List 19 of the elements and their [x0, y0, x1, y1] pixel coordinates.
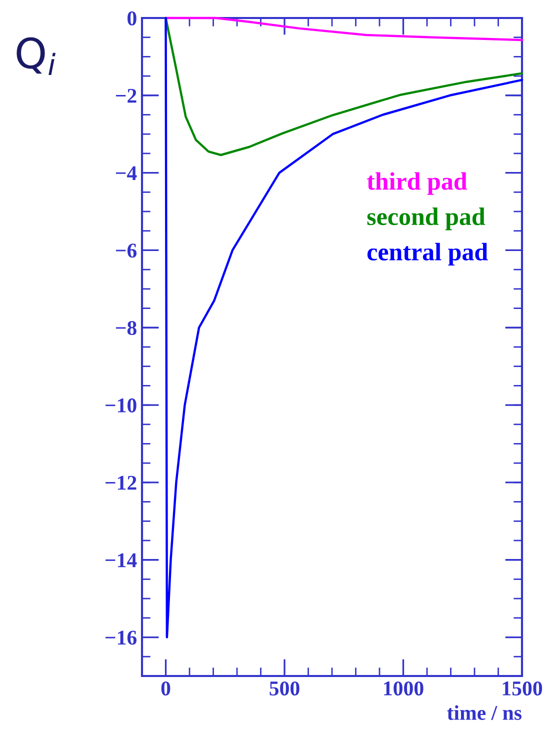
text: third pad: [366, 172, 468, 195]
y-tick-label: −10: [106, 398, 136, 412]
x-tick-label: 1500: [502, 681, 542, 696]
x-tick-label: 500: [270, 681, 300, 696]
y-tick-label: 0: [128, 11, 136, 26]
y-tick-label: −12: [106, 476, 136, 490]
y-tick-label: −4: [116, 166, 137, 180]
y-tick-label: −8: [116, 321, 136, 336]
x-tick-label: 0: [161, 681, 170, 696]
x-axis-title: time / ns: [447, 705, 522, 720]
y-axis-title: Q$_{i}$: [16, 37, 56, 76]
y-tick-label: −2: [116, 88, 136, 103]
text: second pad: [367, 208, 486, 230]
y-tick-label: −6: [116, 244, 137, 258]
line-series: [164, 16, 524, 42]
text: central pad: [367, 242, 488, 266]
y-tick-label: −16: [106, 630, 137, 645]
x-tick-label: 1000: [384, 681, 424, 696]
y-tick-label: −14: [106, 553, 137, 568]
